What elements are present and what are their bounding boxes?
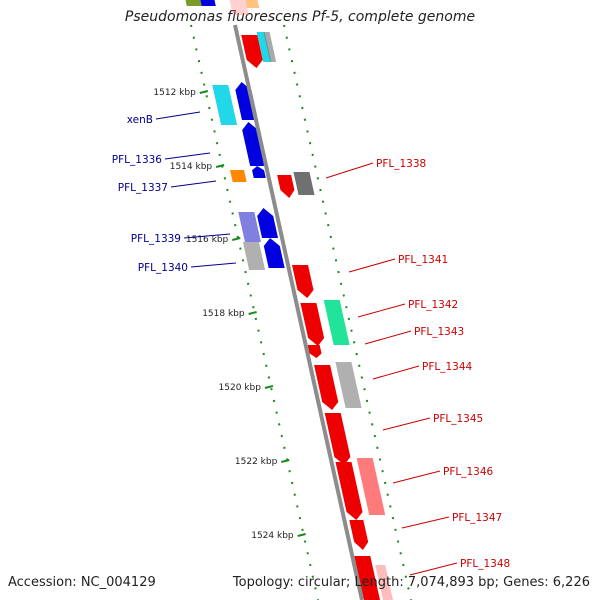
label-leader bbox=[401, 516, 450, 529]
gene-gray-right[interactable] bbox=[335, 362, 362, 408]
gene-PFL-1336[interactable] bbox=[242, 122, 267, 166]
scale-tick bbox=[264, 385, 274, 389]
gene-darkgray[interactable] bbox=[293, 172, 315, 195]
gene-label[interactable]: PFL_1337 bbox=[118, 182, 168, 194]
gene-top-darkgray[interactable] bbox=[263, 32, 277, 62]
gene-label[interactable]: PFL_1338 bbox=[376, 158, 426, 170]
gene-label[interactable]: PFL_1342 bbox=[408, 299, 458, 311]
scale-label: 1516 kbp bbox=[186, 235, 229, 245]
gene-PFL-1342[interactable] bbox=[300, 303, 325, 346]
label-leader bbox=[164, 152, 211, 160]
label-leader bbox=[372, 365, 420, 380]
gene-label[interactable]: PFL_1345 bbox=[433, 413, 483, 425]
gene-top-blue[interactable] bbox=[200, 0, 216, 6]
gene-PFL-1346[interactable] bbox=[335, 462, 363, 520]
map-title: Pseudomonas fluorescens Pf-5, complete g… bbox=[124, 9, 476, 25]
gene-top-red[interactable] bbox=[241, 35, 263, 68]
gene-top-pink[interactable] bbox=[229, 0, 249, 15]
gene-label[interactable]: PFL_1348 bbox=[460, 558, 510, 570]
gene-PFL-1342-b[interactable] bbox=[307, 345, 322, 358]
gene-xenB-cyan[interactable] bbox=[212, 85, 238, 125]
gene-label[interactable]: PFL_1339 bbox=[131, 233, 181, 245]
gene-PFL-1348-pink[interactable] bbox=[375, 565, 393, 600]
label-leader bbox=[392, 470, 441, 484]
gene-PFL-1345[interactable] bbox=[324, 413, 351, 465]
scale-tick bbox=[248, 311, 257, 315]
gene-label[interactable]: PFL_1341 bbox=[398, 254, 448, 266]
scale-label: 1512 kbp bbox=[153, 88, 196, 98]
gene-label[interactable]: PFL_1347 bbox=[452, 512, 502, 524]
gene-PFL-1348[interactable] bbox=[354, 556, 380, 600]
scale-label: 1522 kbp bbox=[235, 457, 278, 467]
scale-tick bbox=[281, 459, 290, 463]
gene-small-blue[interactable] bbox=[252, 166, 266, 178]
label-leader bbox=[325, 162, 374, 179]
gene-PFL-1343[interactable] bbox=[323, 300, 350, 345]
label-leader bbox=[170, 180, 217, 188]
gene-PFL-1338[interactable] bbox=[277, 175, 295, 198]
gene-top-orange[interactable] bbox=[245, 0, 260, 8]
gene-label[interactable]: xenB bbox=[127, 114, 153, 126]
gene-gray-left[interactable] bbox=[242, 242, 266, 270]
gene-lavender[interactable] bbox=[238, 212, 261, 242]
scale-tick bbox=[297, 533, 306, 537]
gene-top-cyan[interactable] bbox=[256, 32, 272, 62]
scale-tick bbox=[215, 164, 225, 168]
scale-tick bbox=[232, 237, 241, 241]
label-leader bbox=[155, 111, 201, 120]
accession-text: Accession: NC_004129 bbox=[8, 575, 156, 590]
label-leader bbox=[190, 262, 237, 268]
label-leader bbox=[183, 233, 231, 239]
gene-PFL-1341[interactable] bbox=[292, 265, 314, 298]
gene-PFL-1337[interactable] bbox=[230, 170, 247, 182]
gene-PFL-1339[interactable] bbox=[257, 208, 279, 238]
gene-PFL-1347[interactable] bbox=[349, 520, 369, 550]
gene-label[interactable]: PFL_1346 bbox=[443, 466, 494, 478]
scale-label: 1518 kbp bbox=[202, 309, 245, 319]
label-leader bbox=[409, 562, 458, 576]
scale-label: 1524 kbp bbox=[251, 531, 294, 541]
scale-label: 1520 kbp bbox=[219, 383, 262, 393]
label-leader bbox=[357, 303, 406, 318]
genome-summary-text: Topology: circular; Length: 7,074,893 bp… bbox=[232, 575, 590, 590]
label-leader bbox=[382, 417, 431, 431]
gene-label[interactable]: PFL_1343 bbox=[414, 326, 464, 338]
genome-backbone bbox=[233, 24, 364, 600]
gene-label[interactable]: PFL_1344 bbox=[422, 361, 473, 373]
gene-PFL-1340[interactable] bbox=[263, 238, 285, 268]
gene-label[interactable]: PFL_1340 bbox=[138, 262, 188, 274]
gene-label[interactable]: PFL_1336 bbox=[112, 154, 163, 166]
scale-label: 1514 kbp bbox=[170, 162, 213, 172]
label-leader bbox=[348, 258, 396, 273]
gene-top-olive[interactable] bbox=[185, 0, 203, 6]
gene-PFL-1346-pink[interactable] bbox=[356, 458, 386, 515]
label-leader bbox=[364, 330, 412, 345]
scale-tick bbox=[199, 90, 209, 94]
gene-PFL-1344[interactable] bbox=[314, 365, 339, 410]
